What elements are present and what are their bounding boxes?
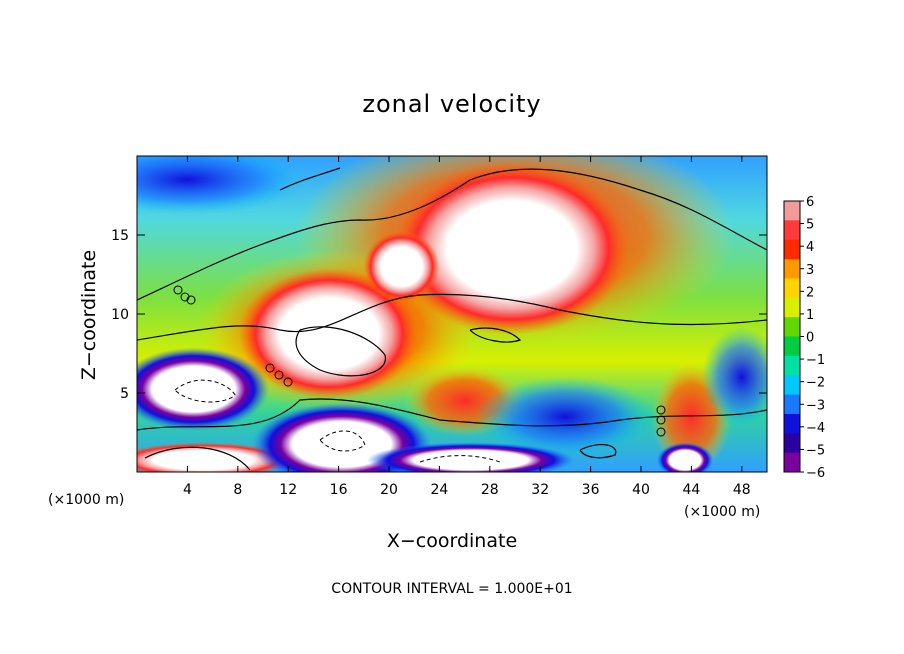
colorbar-swatch <box>784 355 800 376</box>
x-unit-label: (×1000 m) <box>48 492 124 508</box>
saturated-region <box>393 161 630 335</box>
x-tick-label: 36 <box>582 482 600 498</box>
x-tick-label: 48 <box>733 482 751 498</box>
y-axis-label: Z−coordinate <box>78 250 100 380</box>
colorbar-swatch <box>784 394 800 415</box>
colorbar-swatch <box>784 239 800 260</box>
contour-lines <box>137 167 767 471</box>
colorbar-tick-label: −3 <box>806 398 825 413</box>
contour-loop <box>656 405 666 415</box>
chart-title: zonal velocity <box>362 90 541 118</box>
x-tick-label: 32 <box>531 482 549 498</box>
colorbar-tick-label: 2 <box>806 285 814 300</box>
field-patch <box>475 376 656 457</box>
contour-line <box>279 167 341 191</box>
contour-line <box>295 326 386 377</box>
saturated-region <box>656 442 714 472</box>
saturated-region <box>366 442 575 472</box>
x-tick-label: 40 <box>632 482 650 498</box>
colorbar-tick-label: −4 <box>806 421 825 436</box>
contour-line <box>137 293 767 341</box>
contour-loop <box>186 295 196 305</box>
contour-line-negative <box>419 455 501 463</box>
field-patch <box>701 327 767 428</box>
x-tick-label: 28 <box>481 482 499 498</box>
contour-loop <box>283 377 293 387</box>
colorbar-swatch <box>784 413 800 434</box>
colorbar-swatch <box>784 375 800 396</box>
contour-line-negative <box>174 379 236 403</box>
x-tick-label: 12 <box>279 482 297 498</box>
colorbar-tick-label: 3 <box>806 263 814 278</box>
colorbar-tick-label: −1 <box>806 353 825 368</box>
colorbar-tick-label: 1 <box>806 308 814 323</box>
colorbar-swatch <box>784 297 800 318</box>
contour-loop <box>274 370 284 380</box>
saturated-region <box>239 268 419 399</box>
colorbar-swatch <box>784 259 800 279</box>
colorbar-swatch <box>784 317 800 337</box>
contour-line <box>144 446 251 471</box>
x-tick-label: 8 <box>233 482 242 498</box>
contour-line <box>137 168 767 301</box>
colorbar-tick-label: −5 <box>806 443 825 458</box>
contour-interval-note: CONTOUR INTERVAL = 1.000E+01 <box>331 581 572 597</box>
x-tick-label: 24 <box>430 482 448 498</box>
colorbar-tick-label: −2 <box>806 376 825 391</box>
y-tick-label: 5 <box>120 386 129 402</box>
colorbar-swatch <box>784 336 800 357</box>
colorbar-swatch <box>784 220 800 241</box>
contour-loop <box>656 415 666 425</box>
saturated-region <box>137 347 270 431</box>
colorbar-swatch <box>784 452 800 473</box>
y-tick-label: 10 <box>111 307 129 323</box>
saturated-region <box>363 231 440 303</box>
colorbar-tick-label: 5 <box>806 218 814 233</box>
y-tick-label: 15 <box>111 228 129 244</box>
contour-line <box>579 443 617 459</box>
x-axis-label: X−coordinate <box>387 530 517 552</box>
contour-loop <box>180 292 190 302</box>
colorbar-swatch <box>784 433 800 454</box>
contour-loop <box>265 363 275 373</box>
colorbar-tick-label: −6 <box>806 466 825 481</box>
heatmap-field <box>137 156 767 472</box>
contour-line <box>469 327 522 343</box>
colorbar-tick-label: 4 <box>806 240 814 255</box>
field-patch <box>137 156 308 215</box>
contour-loop <box>656 427 666 437</box>
colorbar-tick-label: 6 <box>806 195 814 210</box>
x-tick-label: 44 <box>682 482 700 498</box>
colorbar-swatch <box>784 278 800 299</box>
x-tick-label: 16 <box>330 482 348 498</box>
x-unit-label-right: (×1000 m) <box>684 504 760 520</box>
x-tick-label: 4 <box>183 482 192 498</box>
colorbar: 6 5 4 3 2 1 0 −1 −2 −3 −4 −5 −6 <box>783 195 825 481</box>
colorbar-swatch <box>784 201 800 221</box>
contour-loop <box>173 285 183 295</box>
colorbar-tick-label: 0 <box>806 331 814 346</box>
x-tick-label: 20 <box>380 482 398 498</box>
contour-line <box>137 398 767 431</box>
